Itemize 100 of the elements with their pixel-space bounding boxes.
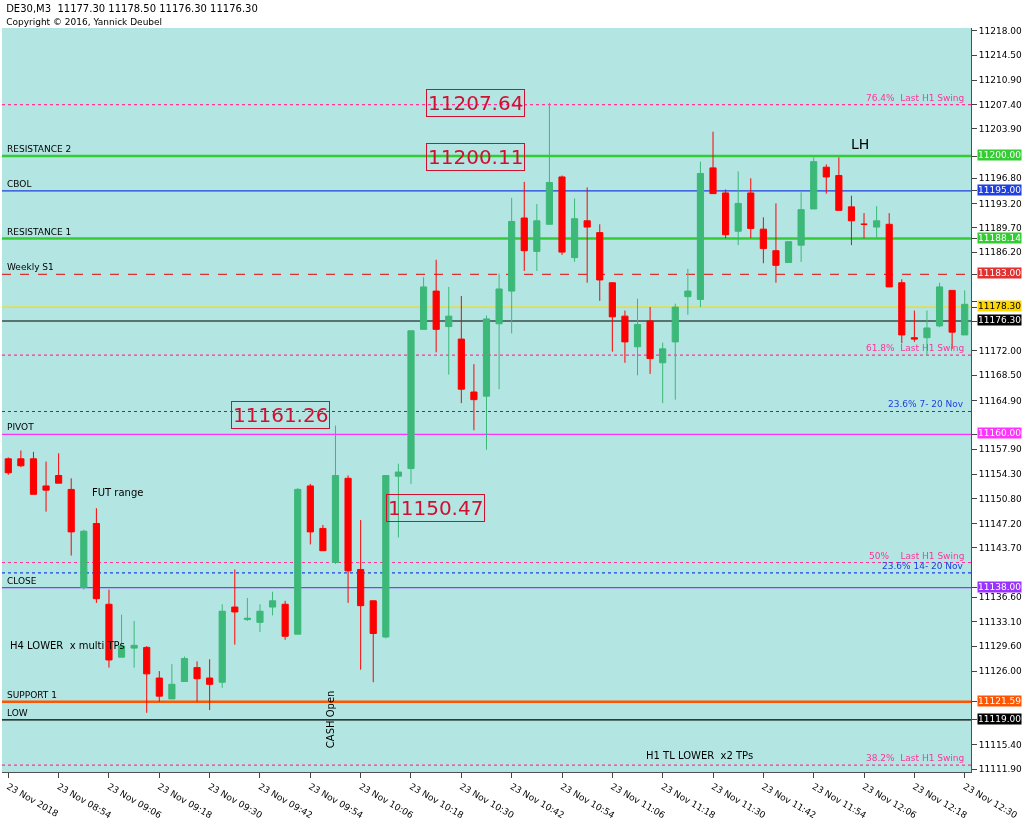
candlestick <box>92 507 100 604</box>
candlestick <box>344 475 352 604</box>
candlestick <box>935 282 944 328</box>
y-tick-label: 11147.20 <box>978 518 1023 529</box>
ref-line-label: Weekly S1 <box>7 262 54 272</box>
candlestick <box>646 306 654 375</box>
y-tick-label: 11160.00 <box>978 428 1022 438</box>
candlestick <box>457 295 465 404</box>
y-tick-label: 11183.00 <box>978 268 1022 278</box>
y-tick-label: 11196.80 <box>978 173 1023 184</box>
candlestick <box>508 197 516 335</box>
y-tick-label: 11157.90 <box>978 444 1023 455</box>
candlestick <box>29 451 38 495</box>
candlestick <box>168 663 176 700</box>
candlestick <box>80 529 88 591</box>
candlestick <box>734 170 742 246</box>
candlestick <box>545 102 554 225</box>
candlestick <box>784 241 793 264</box>
candlestick <box>961 289 969 336</box>
candlestick <box>696 161 705 308</box>
candlestick <box>319 524 327 552</box>
y-tick-label: 11195.00 <box>978 185 1022 195</box>
candlestick <box>256 603 264 633</box>
y-tick-label: 11193.20 <box>978 198 1023 209</box>
candlestick <box>747 177 755 239</box>
candlestick <box>847 195 856 246</box>
candlestick <box>558 175 566 256</box>
candlestick <box>218 603 226 689</box>
candlestick <box>419 276 428 330</box>
y-tick-label: 11136.60 <box>978 592 1023 603</box>
candlestick <box>520 181 528 272</box>
y-tick-label: 11121.59 <box>978 696 1022 706</box>
candlestick <box>495 273 503 390</box>
candlestick <box>885 212 893 288</box>
ref-line-label: 61.8% Last H1 Swing <box>866 343 965 353</box>
y-tick-label: 11129.60 <box>978 641 1023 652</box>
candlestick <box>357 519 365 671</box>
ref-line-label: 23.6% 7- 20 Nov <box>888 399 964 409</box>
annotation: LH <box>851 136 870 152</box>
ref-line-label: 76.4% Last H1 Swing <box>866 93 965 103</box>
candlestick <box>193 660 201 703</box>
ref-line-label: 38.2% Last H1 Swing <box>866 753 965 763</box>
candlestick <box>797 191 805 263</box>
y-tick-label: 11133.10 <box>978 616 1023 627</box>
ref-line-label: SUPPORT 1 <box>7 690 57 700</box>
annotation: H1 TL LOWER x2 TPs <box>646 750 754 761</box>
candlestick <box>583 186 591 284</box>
y-tick-label: 11168.50 <box>978 370 1023 381</box>
candlestick <box>722 188 730 239</box>
candlestick <box>55 452 63 484</box>
candlestick <box>910 310 918 343</box>
candlestick <box>206 658 214 711</box>
chart-subtitle: Copyright © 2016, Yannick Deubel <box>6 17 163 28</box>
candlestick <box>596 223 604 302</box>
candlestick <box>835 156 843 211</box>
y-tick-label: 11176.30 <box>978 315 1022 325</box>
candlestick <box>533 203 541 272</box>
y-tick-label: 11111.90 <box>978 764 1023 775</box>
candlestick <box>659 342 667 404</box>
candlestick <box>17 449 25 468</box>
candlestick <box>608 282 616 353</box>
candlestick <box>143 645 151 714</box>
ref-line-label: CLOSE <box>7 576 37 586</box>
candlestick <box>243 597 251 622</box>
y-tick-label: 11210.90 <box>978 75 1023 86</box>
candlestick <box>67 477 75 557</box>
candlestick <box>407 330 415 485</box>
ref-line-label: PIVOT <box>7 422 35 432</box>
annotation: 11150.47 <box>388 496 484 520</box>
y-tick-label: 11150.80 <box>978 493 1023 504</box>
candlestick <box>671 303 679 401</box>
y-tick-label: 11154.30 <box>978 469 1023 480</box>
annotation: CASH Open <box>324 690 336 749</box>
candlestick <box>306 483 314 545</box>
ref-line-label: 23.6% 14- 20 Nov <box>882 561 964 571</box>
candlestick <box>42 461 50 513</box>
candlestick <box>369 600 377 683</box>
candlestick <box>445 286 453 376</box>
candlestick <box>382 475 390 639</box>
candlestick <box>432 259 440 353</box>
y-tick-label: 11214.50 <box>978 50 1023 61</box>
y-tick-label: 11172.00 <box>978 346 1023 357</box>
candlestick <box>331 425 340 565</box>
annotation: H4 LOWER x multi TPs <box>10 640 125 651</box>
y-tick-label: 11218.00 <box>978 25 1023 36</box>
y-tick-label: 11143.70 <box>978 543 1023 554</box>
ref-line-label: RESISTANCE 2 <box>7 144 72 154</box>
candlestick <box>268 591 277 616</box>
candlestick <box>772 202 780 284</box>
y-tick-label: 11207.40 <box>978 99 1023 110</box>
candlestick <box>294 487 302 635</box>
candlestick <box>180 655 189 683</box>
candlestick <box>470 363 478 431</box>
ref-line-label: RESISTANCE 1 <box>7 227 72 237</box>
ref-line-label: 50% Last H1 Swing <box>869 551 965 561</box>
ref-line-label: CBOL <box>7 179 32 189</box>
ref-line-label: LOW <box>7 708 28 718</box>
y-tick-label: 11200.00 <box>978 150 1022 160</box>
candlestick <box>482 314 491 451</box>
y-tick-label: 11138.00 <box>978 582 1022 592</box>
